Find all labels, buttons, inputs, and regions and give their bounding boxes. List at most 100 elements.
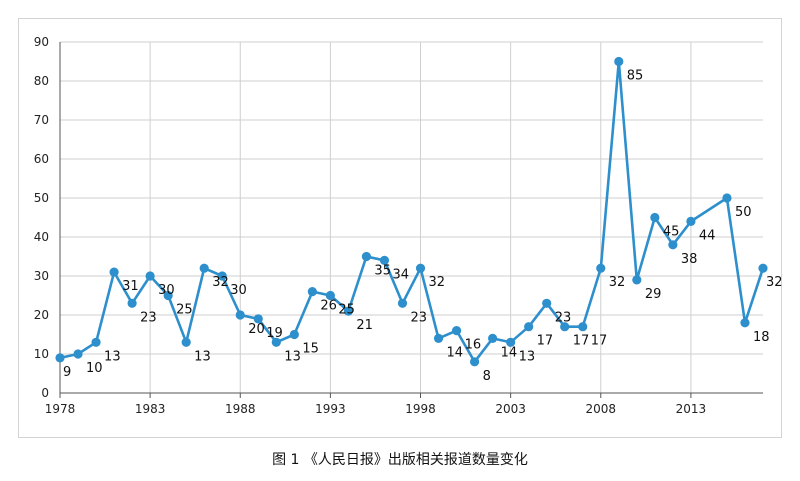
data-point	[163, 290, 173, 301]
data-point	[614, 56, 624, 67]
data-label: 23	[410, 310, 427, 325]
x-tick-label: 1978	[45, 402, 76, 416]
x-tick-label: 1988	[225, 402, 256, 416]
data-label: 26	[320, 299, 337, 314]
data-point	[451, 326, 462, 336]
data-point	[524, 322, 534, 332]
data-point	[578, 322, 588, 332]
data-point	[325, 290, 335, 301]
data-label: 14	[447, 345, 464, 360]
data-label: 29	[645, 287, 662, 302]
data-point	[199, 263, 209, 273]
data-point	[542, 298, 552, 308]
data-label: 13	[194, 349, 211, 364]
data-point	[217, 271, 227, 281]
data-label: 44	[699, 228, 716, 243]
data-label: 10	[86, 361, 103, 376]
data-label: 8	[483, 369, 491, 384]
data-point	[650, 212, 660, 223]
data-label: 25	[176, 303, 193, 318]
data-point	[668, 240, 678, 250]
y-tick-label: 20	[34, 308, 49, 322]
data-point	[145, 271, 155, 281]
data-point	[488, 333, 498, 343]
data-point	[289, 329, 299, 340]
data-label: 30	[158, 283, 175, 298]
y-tick-label: 10	[34, 347, 49, 361]
chart-frame	[18, 18, 782, 438]
gridlines	[60, 41, 763, 393]
data-point	[253, 314, 263, 324]
data-point	[55, 353, 65, 363]
data-point	[415, 263, 426, 273]
data-point	[596, 263, 606, 273]
data-label: 35	[374, 264, 391, 279]
data-label: 32	[212, 275, 229, 290]
data-label: 9	[63, 365, 71, 380]
data-label: 34	[392, 267, 409, 282]
y-tick-label: 90	[34, 35, 49, 49]
data-label: 15	[302, 342, 319, 357]
data-point	[181, 337, 191, 347]
data-label: 14	[501, 345, 518, 360]
data-label: 23	[140, 310, 157, 325]
data-label: 38	[681, 252, 698, 267]
data-point	[361, 251, 372, 262]
data-label: 32	[609, 275, 626, 290]
data-label: 17	[537, 334, 554, 349]
data-point	[632, 275, 642, 285]
x-tick-label: 1993	[315, 402, 346, 416]
data-label: 31	[122, 279, 139, 294]
x-axis: 1978 1983 1988 1993 1998 2003 2008 2013	[45, 392, 763, 416]
data-point	[433, 333, 444, 343]
data-label: 25	[338, 303, 355, 318]
data-point	[91, 337, 101, 347]
data-label: 19	[266, 326, 283, 341]
y-tick-label: 60	[34, 152, 49, 166]
data-label: 45	[663, 225, 680, 240]
data-point	[686, 216, 696, 226]
data-label: 13	[284, 349, 301, 364]
data-point	[758, 263, 768, 273]
data-label: 13	[519, 349, 536, 364]
data-point	[740, 318, 750, 328]
data-label: 30	[230, 283, 247, 298]
data-point	[271, 337, 281, 347]
data-point	[506, 337, 516, 347]
x-tick-label: 2008	[585, 402, 616, 416]
data-label: 17	[573, 334, 590, 349]
data-label: 23	[555, 310, 572, 325]
data-label: 50	[735, 205, 752, 220]
x-tick-label: 2003	[495, 402, 526, 416]
data-point	[235, 310, 245, 320]
data-label: 21	[356, 318, 373, 333]
data-label: 85	[627, 69, 644, 84]
y-tick-label: 80	[34, 74, 49, 88]
y-tick-label: 70	[34, 113, 49, 127]
data-label: 17	[591, 334, 608, 349]
y-tick-label: 30	[34, 269, 49, 283]
data-point	[127, 298, 137, 308]
x-tick-label: 1983	[135, 402, 166, 416]
data-point	[109, 267, 119, 277]
data-point	[379, 255, 390, 265]
y-axis: 0 10 20 30 40 50 60 70 80 90	[34, 35, 61, 400]
data-point	[469, 357, 480, 367]
data-label: 13	[104, 349, 121, 364]
data-label: 16	[465, 338, 482, 353]
data-point	[307, 287, 317, 297]
data-point	[560, 322, 570, 332]
data-label: 32	[766, 275, 783, 290]
x-tick-label: 1998	[405, 402, 436, 416]
y-tick-label: 50	[34, 191, 49, 205]
data-label: 20	[248, 322, 265, 337]
data-label: 18	[753, 330, 770, 345]
data-point	[722, 193, 732, 203]
y-tick-label: 40	[34, 230, 49, 244]
data-point	[397, 298, 408, 308]
data-point	[343, 306, 354, 316]
data-point	[73, 349, 83, 359]
y-tick-label: 0	[41, 386, 49, 400]
